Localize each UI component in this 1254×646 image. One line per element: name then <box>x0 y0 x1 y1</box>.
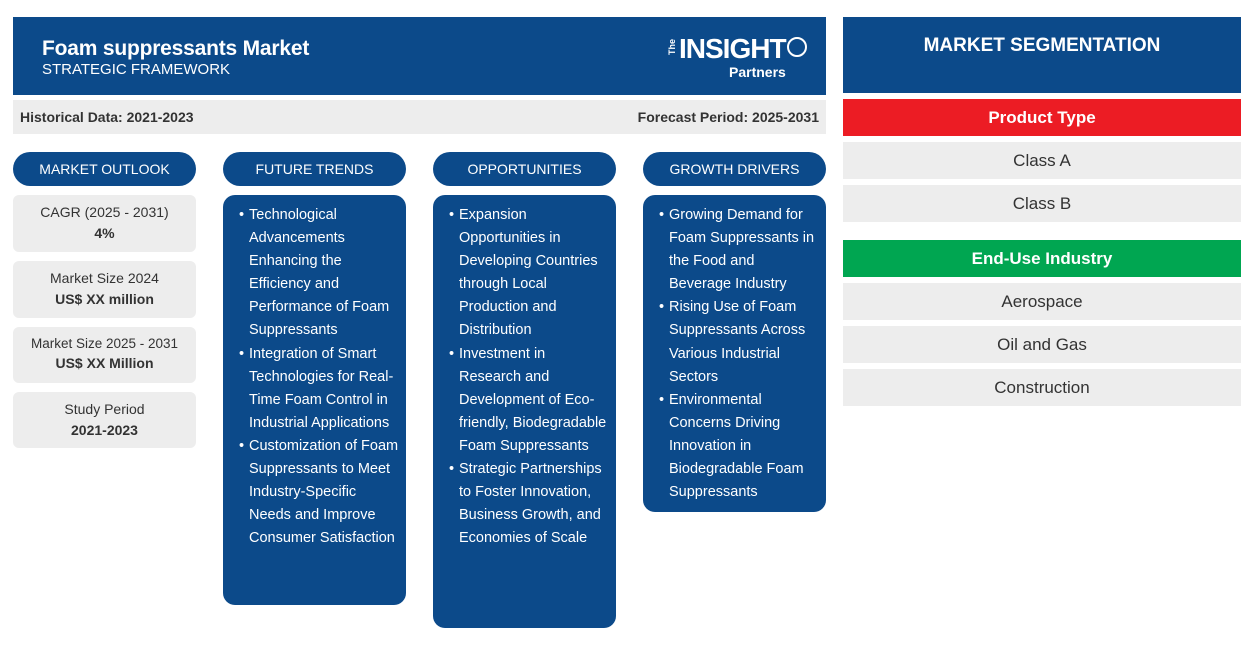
market-size-2024-card: Market Size 2024 US$ XX million <box>13 261 196 318</box>
cagr-card: CAGR (2025 - 2031) 4% <box>13 195 196 252</box>
segment-item-construction: Construction <box>843 369 1241 406</box>
growth-drivers-panel: Growing Demand for Foam Suppressants in … <box>643 195 826 512</box>
segment-item-class-a: Class A <box>843 142 1241 179</box>
segment-item-oil-and-gas: Oil and Gas <box>843 326 1241 363</box>
stat-label: Study Period <box>64 401 145 417</box>
segment-category-end-use-industry: End-Use Industry <box>843 240 1241 277</box>
market-segmentation-heading: MARKET SEGMENTATION <box>843 17 1241 93</box>
stat-value: 4% <box>94 225 115 241</box>
opportunities-heading: OPPORTUNITIES <box>433 152 616 186</box>
opportunity-item: Investment in Research and Development o… <box>449 343 610 458</box>
logo-the: The <box>667 39 677 56</box>
segment-item-aerospace: Aerospace <box>843 283 1241 320</box>
forecast-period-label: Forecast Period: 2025-2031 <box>637 109 819 125</box>
logo-swoosh-icon <box>787 37 807 57</box>
trend-item: Technological Advancements Enhancing the… <box>239 204 400 343</box>
future-trends-panel: Technological Advancements Enhancing the… <box>223 195 406 605</box>
stat-label: CAGR (2025 - 2031) <box>40 204 169 220</box>
historical-data-label: Historical Data: 2021-2023 <box>20 109 194 125</box>
opportunity-item: Expansion Opportunities in Developing Co… <box>449 204 610 343</box>
page-title: Foam suppressants Market <box>42 37 310 60</box>
period-bar: Historical Data: 2021-2023 Forecast Peri… <box>13 100 826 134</box>
insight-partners-logo: The INSIGHT Partners <box>665 31 807 83</box>
segment-category-product-type: Product Type <box>843 99 1241 136</box>
opportunities-panel: Expansion Opportunities in Developing Co… <box>433 195 616 628</box>
study-period-card: Study Period 2021-2023 <box>13 392 196 448</box>
stat-value: 2021-2023 <box>71 422 138 438</box>
stat-label: Market Size 2025 - 2031 <box>30 336 179 351</box>
logo-insight: INSIGHT <box>679 33 787 64</box>
opportunity-item: Strategic Partnerships to Foster Innovat… <box>449 458 610 550</box>
stat-value: US$ XX million <box>55 291 154 307</box>
logo-partners: Partners <box>729 64 786 80</box>
future-trends-heading: FUTURE TRENDS <box>223 152 406 186</box>
header-banner: Foam suppressants Market STRATEGIC FRAME… <box>13 17 826 95</box>
driver-item: Rising Use of Foam Suppressants Across V… <box>659 296 820 388</box>
growth-drivers-heading: GROWTH DRIVERS <box>643 152 826 186</box>
page-subtitle: STRATEGIC FRAMEWORK <box>42 61 231 78</box>
trend-item: Integration of Smart Technologies for Re… <box>239 343 400 435</box>
stat-label: Market Size 2024 <box>50 270 159 286</box>
market-outlook-heading: MARKET OUTLOOK <box>13 152 196 186</box>
segment-item-class-b: Class B <box>843 185 1241 222</box>
stat-value: US$ XX Million <box>55 355 154 371</box>
market-size-forecast-card: Market Size 2025 - 2031 US$ XX Million <box>13 327 196 383</box>
driver-item: Growing Demand for Foam Suppressants in … <box>659 204 820 296</box>
trend-item: Customization of Foam Suppressants to Me… <box>239 435 400 550</box>
driver-item: Environmental Concerns Driving Innovatio… <box>659 389 820 504</box>
